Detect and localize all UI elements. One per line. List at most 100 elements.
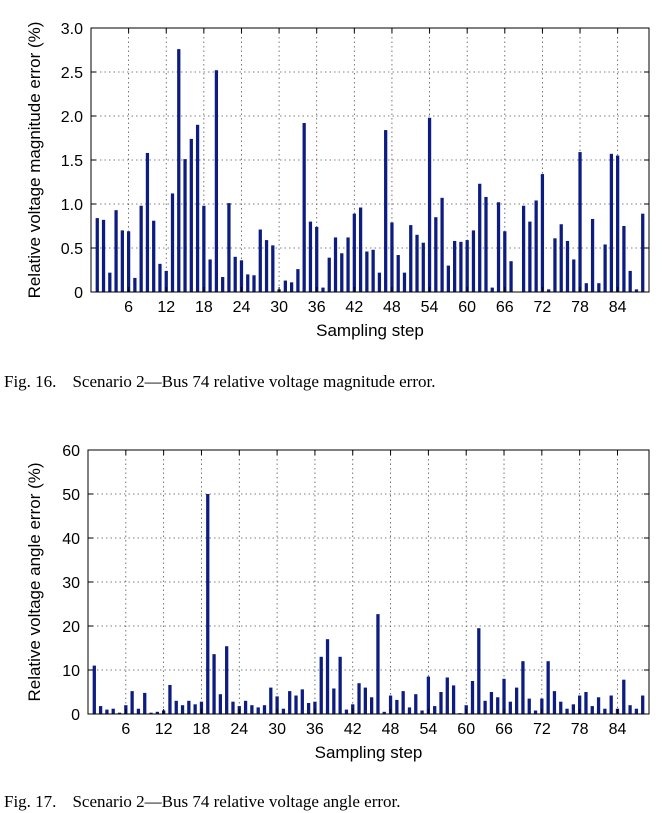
bar (357, 683, 361, 714)
bar (578, 152, 582, 292)
caption-number: Fig. 16. (4, 372, 57, 391)
bar (496, 202, 501, 292)
bar (634, 708, 639, 714)
y-axis-label: Relative voltage magnitude error (%) (25, 22, 44, 299)
bar (108, 272, 112, 292)
bar (395, 699, 399, 714)
bar (319, 656, 323, 714)
bar (338, 656, 342, 714)
bar (275, 696, 279, 714)
bar (365, 251, 369, 292)
x-tick-label: 36 (308, 299, 326, 316)
bar (187, 700, 191, 714)
bar (152, 220, 156, 292)
x-tick-label: 6 (124, 299, 133, 316)
bar (521, 205, 526, 292)
bar (92, 665, 96, 714)
bar (344, 709, 349, 714)
bar (415, 234, 419, 292)
bar (252, 275, 256, 292)
bar (509, 261, 513, 292)
bar (547, 289, 551, 292)
bar (434, 217, 438, 292)
bar (421, 242, 425, 292)
bar (584, 692, 588, 714)
bar (214, 70, 219, 293)
y-tick-label: 3.0 (61, 21, 83, 38)
bar (95, 218, 99, 292)
bar (120, 230, 124, 292)
grid-lines (91, 28, 649, 292)
x-tick-label: 24 (230, 721, 248, 738)
bar (208, 259, 212, 292)
x-tick-label: 42 (345, 299, 363, 316)
bar (565, 708, 569, 714)
bar (296, 269, 300, 292)
y-tick-label: 0.5 (61, 241, 83, 258)
bar (145, 152, 150, 292)
bar (170, 193, 175, 292)
bar (149, 712, 153, 714)
bar (559, 701, 563, 714)
bar (609, 695, 613, 714)
x-axis-label: Sampling step (316, 321, 424, 340)
bar (508, 701, 512, 714)
angle-error-chart: 6 12 18 24 30 36 42 48 54 60 66 72 78 84 0 10 20 30 40 50 60… (25, 443, 650, 762)
y-tick-label: 50 (62, 487, 80, 504)
x-tick-label: 30 (270, 299, 288, 316)
x-tick-label: 66 (496, 299, 514, 316)
bar (407, 707, 412, 714)
bar (189, 138, 193, 292)
bar (180, 705, 185, 714)
bar (470, 681, 475, 714)
bar (218, 694, 223, 714)
caption-text: Scenario 2—Bus 74 relative voltage angle… (72, 792, 401, 811)
bar (540, 174, 545, 292)
bar (384, 130, 388, 292)
bar (622, 679, 626, 714)
x-tick-label: 66 (495, 721, 513, 738)
bar (340, 253, 344, 292)
bar (484, 196, 488, 292)
bar (401, 691, 405, 714)
bar (227, 203, 231, 292)
bar (117, 712, 122, 714)
bar (98, 706, 103, 714)
y-axis-label: Relative voltage angle error (%) (25, 462, 44, 701)
y-tick-label: 1.5 (61, 153, 83, 170)
bar (376, 614, 380, 714)
bar (641, 213, 645, 292)
bar (302, 123, 306, 292)
x-tick-label: 84 (609, 721, 627, 738)
magnitude-error-chart: 6 12 18 24 30 36 42 48 54 60 66 72 78 84 0 0.5 1.0 1.5 2.0… (25, 21, 650, 340)
x-tick-label: 12 (155, 721, 173, 738)
x-tick-label: 78 (571, 299, 589, 316)
bar (363, 687, 367, 714)
bar (202, 205, 206, 292)
bar (521, 661, 525, 714)
bar (414, 694, 418, 714)
bar (489, 692, 494, 714)
caption-text: Scenario 2—Bus 74 relative voltage magni… (72, 372, 436, 391)
bar (174, 700, 178, 714)
bar (546, 661, 550, 714)
bar (136, 708, 141, 714)
bar (264, 240, 269, 292)
bar (352, 213, 356, 292)
bar (346, 237, 350, 292)
bar (453, 240, 457, 292)
bar (496, 697, 500, 714)
bar (533, 710, 538, 714)
x-tick-label: 60 (458, 299, 476, 316)
bar (193, 704, 197, 714)
bar (553, 238, 557, 292)
caption-number: Fig. 17. (4, 792, 57, 811)
bar (183, 159, 187, 292)
figure-16: 6 12 18 24 30 36 42 48 54 60 66 72 78 84 0 0.5 1.0 1.5 2.0… (0, 0, 662, 400)
bar (603, 244, 607, 292)
bar (111, 708, 115, 714)
bar (233, 256, 237, 292)
bar (622, 226, 626, 292)
bar (105, 709, 109, 714)
bar (114, 210, 118, 292)
